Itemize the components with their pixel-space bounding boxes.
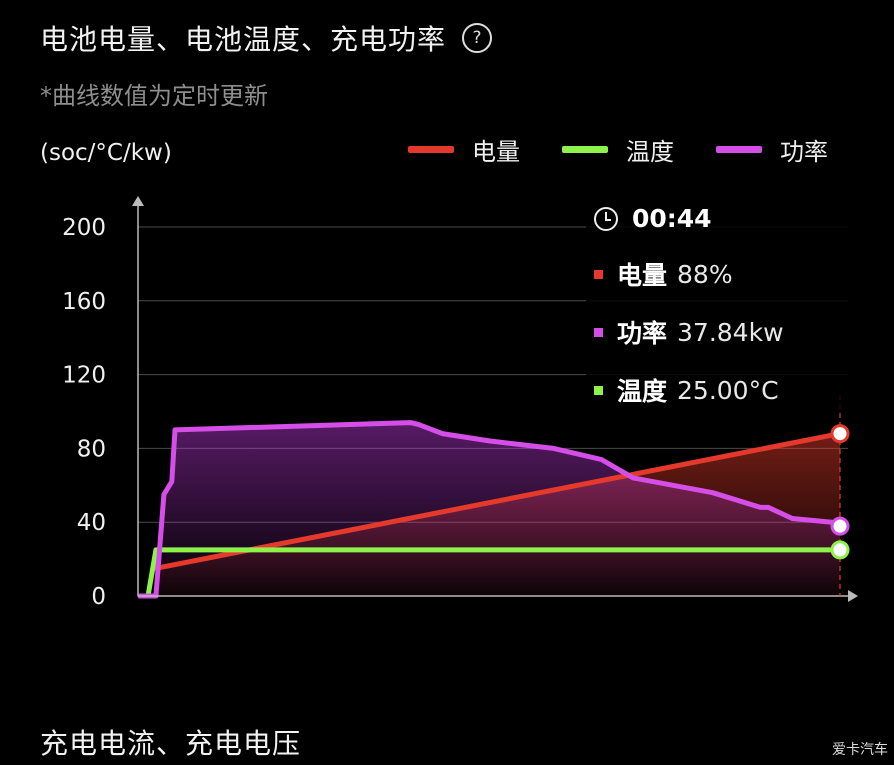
tooltip-label-soc: 电量 xyxy=(617,261,668,290)
current-voltage-section-title: 充电电流、充电电压 xyxy=(40,727,302,760)
y-tick-label: 160 xyxy=(62,289,106,315)
legend-label-temperature: 温度 xyxy=(626,138,674,166)
watermark: 爱卡汽车 xyxy=(832,742,888,758)
tooltip-swatch-temperature xyxy=(594,385,603,395)
y-tick-label: 0 xyxy=(91,584,106,610)
tooltip-label-temperature: 温度 xyxy=(617,377,668,406)
update-note: *曲线数值为定时更新 xyxy=(40,82,268,110)
tooltip-row-power: 功率 37.84kw xyxy=(594,314,784,350)
chart-section-title: 电池电量、电池温度、充电功率 xyxy=(40,23,447,56)
legend-item-power[interactable]: 功率 xyxy=(716,132,828,167)
point-power xyxy=(830,516,850,536)
x-axis-arrow xyxy=(848,590,858,602)
legend-swatch-temperature xyxy=(562,146,608,153)
legend-label-soc: 电量 xyxy=(472,138,520,166)
tooltip-row-temperature: 温度 25.00°C xyxy=(594,372,779,408)
point-temperature xyxy=(830,540,850,560)
tooltip-time-row: 00:44 xyxy=(594,204,712,233)
legend-item-soc[interactable]: 电量 xyxy=(408,132,520,167)
y-tick-label: 80 xyxy=(77,436,106,462)
y-tick-label: 200 xyxy=(62,215,106,241)
y-tick-label: 120 xyxy=(62,363,106,389)
legend-swatch-soc xyxy=(408,146,454,153)
legend-item-temperature[interactable]: 温度 xyxy=(562,132,674,167)
line-power xyxy=(137,420,843,599)
tooltip-time: 00:44 xyxy=(632,204,712,233)
tooltip-swatch-soc xyxy=(594,269,603,279)
help-icon[interactable]: ? xyxy=(462,23,493,53)
y-axis-unit-label: (soc/°C/kw) xyxy=(40,140,172,166)
chart-tooltip: 00:44 电量 88% 功率 37.84kw 温度 25.00°C xyxy=(586,198,850,412)
legend-swatch-power xyxy=(716,146,762,153)
tooltip-value-soc: 88% xyxy=(677,259,733,289)
line-soc xyxy=(153,431,843,571)
clock-icon xyxy=(594,206,618,231)
tooltip-value-temperature: 25.00°C xyxy=(677,375,779,405)
y-axis-arrow xyxy=(132,196,144,206)
point-soc xyxy=(830,424,850,444)
header: 电池电量、电池温度、充电功率 ? xyxy=(40,18,493,58)
chart-legend: 电量 温度 功率 xyxy=(408,132,828,167)
y-tick-label: 40 xyxy=(77,510,106,536)
legend-label-power: 功率 xyxy=(780,138,828,166)
tooltip-swatch-power xyxy=(594,327,603,337)
tooltip-row-soc: 电量 88% xyxy=(594,256,733,292)
tooltip-label-power: 功率 xyxy=(617,319,668,348)
tooltip-value-power: 37.84kw xyxy=(677,317,784,347)
area-power xyxy=(140,422,840,596)
